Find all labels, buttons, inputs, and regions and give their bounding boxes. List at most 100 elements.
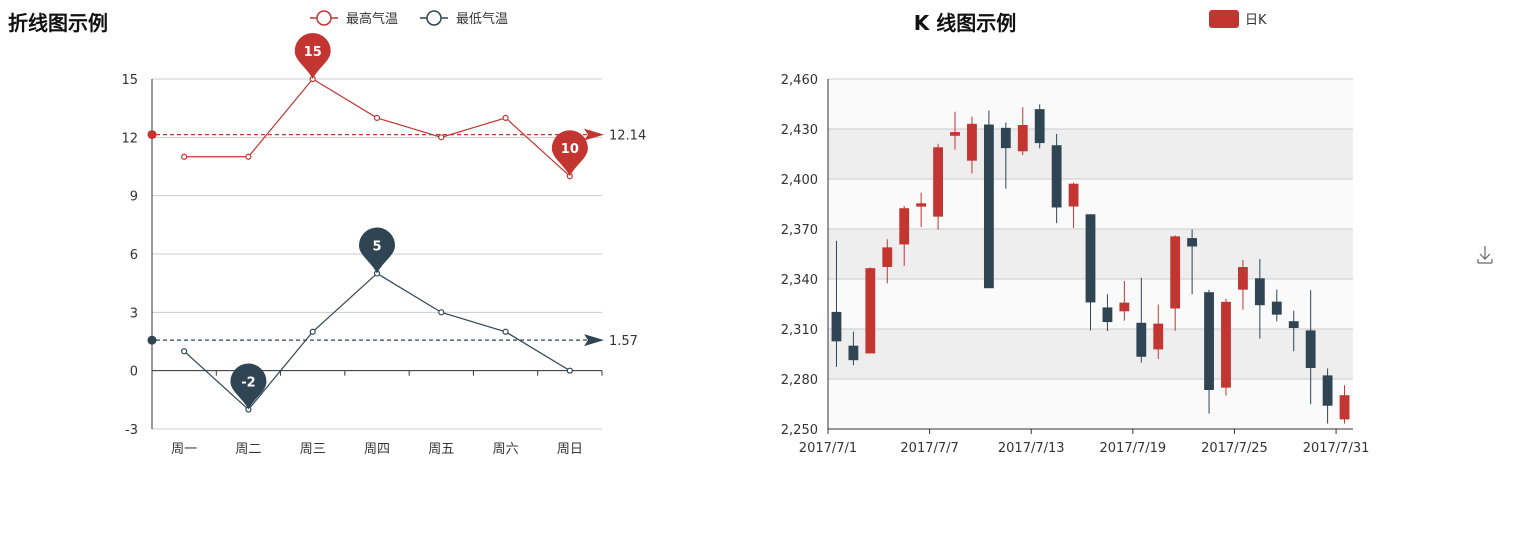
candle-body	[899, 208, 910, 245]
kline-y-tick-label: 2,340	[781, 273, 818, 288]
candle	[1068, 182, 1079, 228]
candle-body	[1085, 214, 1096, 303]
marker-pin-label: 15	[304, 45, 322, 60]
kline-split-area	[828, 329, 1353, 379]
line-x-tick-label: 周四	[364, 442, 390, 457]
candle-body	[950, 132, 960, 136]
candle	[1271, 289, 1282, 322]
line-y-tick-label: -3	[125, 423, 138, 438]
candle-body	[1322, 375, 1333, 406]
candle	[882, 239, 893, 284]
kline-chart: K 线图示例 日K 2,460 2,430 2,400 2,370 2,340 2,310…	[781, 10, 1369, 456]
candle	[1034, 104, 1045, 149]
line-data-point	[502, 114, 509, 121]
candle	[1017, 107, 1028, 155]
candle	[1305, 290, 1316, 405]
line-data-point	[181, 153, 188, 160]
kline-y-tick-label: 2,310	[781, 323, 818, 338]
candle	[983, 110, 994, 289]
marker-pin-label: 5	[372, 239, 381, 254]
candle-body	[1221, 301, 1231, 388]
download-icon[interactable]	[1477, 246, 1493, 264]
candle-body	[933, 147, 943, 217]
line-y-tick-label: 12	[121, 131, 138, 146]
line-data-point	[438, 309, 445, 316]
candle-body	[983, 124, 994, 289]
kline-y-tick-label: 2,460	[781, 73, 818, 88]
candle-body	[967, 123, 977, 161]
average-line-start-dot	[147, 130, 157, 140]
kline-split-area	[828, 79, 1353, 129]
candle	[865, 267, 876, 354]
candle-body	[1170, 236, 1181, 309]
candle-body	[865, 268, 876, 354]
line-chart-x-axis: 周一 周二 周三 周四 周五 周六 周日	[151, 370, 603, 457]
line-x-tick-label: 周二	[235, 442, 261, 457]
legend-item-min-temp[interactable]: 最低气温	[420, 10, 508, 27]
candle	[1085, 214, 1096, 331]
candle	[1119, 281, 1130, 321]
kline-chart-title: K 线图示例	[914, 11, 1016, 35]
average-line-arrow	[584, 128, 604, 141]
legend-marker	[426, 10, 442, 26]
candle	[848, 331, 859, 366]
line-x-tick-label: 周六	[493, 442, 519, 457]
candle	[1238, 259, 1248, 310]
kline-x-tick-label: 2017/7/7	[900, 441, 958, 456]
marker-pin-shape	[359, 227, 395, 274]
candle	[1322, 368, 1333, 424]
marker-pin-shape	[551, 130, 588, 177]
kline-chart-candles	[831, 104, 1350, 424]
candle-body	[1187, 238, 1198, 247]
min-value-marker: -2	[230, 363, 267, 410]
line-data-point	[438, 134, 445, 141]
candle	[1153, 304, 1164, 359]
line-chart-legend[interactable]: 最高气温 最低气温	[310, 10, 508, 27]
line-series-path	[184, 78, 571, 177]
kline-split-area	[828, 379, 1353, 429]
kline-legend-label: 日K	[1245, 13, 1267, 28]
average-line-arrow	[584, 334, 604, 347]
candle-body	[1339, 395, 1350, 420]
marker-pin-label: -2	[241, 376, 255, 391]
max-value-marker: 15	[294, 33, 331, 79]
candle-body	[1119, 302, 1130, 312]
candle	[950, 111, 960, 150]
candle-body	[1254, 278, 1265, 306]
candle-body	[848, 345, 859, 361]
candle-body	[1051, 145, 1062, 208]
candle	[916, 192, 927, 227]
candle-body	[882, 247, 893, 267]
legend-marker	[316, 10, 332, 26]
candle-body	[1305, 330, 1316, 368]
kline-y-tick-label: 2,400	[781, 173, 818, 188]
candle	[831, 240, 842, 367]
candle	[967, 116, 977, 174]
candle	[1288, 310, 1299, 352]
legend-item-max-temp[interactable]: 最高气温	[310, 10, 398, 27]
marker-pin-shape	[294, 33, 331, 79]
candle	[1187, 229, 1198, 295]
line-x-tick-label: 周一	[171, 442, 197, 457]
candle-body	[831, 311, 842, 342]
candle	[1204, 289, 1214, 414]
candle-body	[1000, 127, 1011, 149]
candle	[899, 206, 910, 266]
line-data-point	[373, 114, 381, 121]
candle	[1000, 122, 1011, 189]
line-y-tick-label: 0	[130, 365, 138, 380]
kline-chart-legend[interactable]: 日K	[1209, 10, 1267, 28]
candle-body	[916, 203, 927, 207]
kline-legend-swatch	[1209, 10, 1239, 28]
min-value-marker: 10	[551, 130, 588, 177]
kline-y-tick-label: 2,370	[781, 223, 818, 238]
kline-x-tick-label: 2017/7/1	[799, 441, 857, 456]
kline-x-tick-label: 2017/7/19	[1100, 441, 1167, 456]
legend-label: 最低气温	[456, 11, 508, 27]
kline-chart-split-areas	[828, 78, 1353, 430]
candle	[1254, 258, 1265, 339]
kline-chart-y-axis: 2,460 2,430 2,400 2,370 2,340 2,310 2,280 2,250	[781, 73, 829, 438]
candle-body	[1136, 322, 1147, 357]
line-x-tick-label: 周三	[300, 442, 326, 457]
line-y-tick-label: 9	[130, 190, 138, 205]
